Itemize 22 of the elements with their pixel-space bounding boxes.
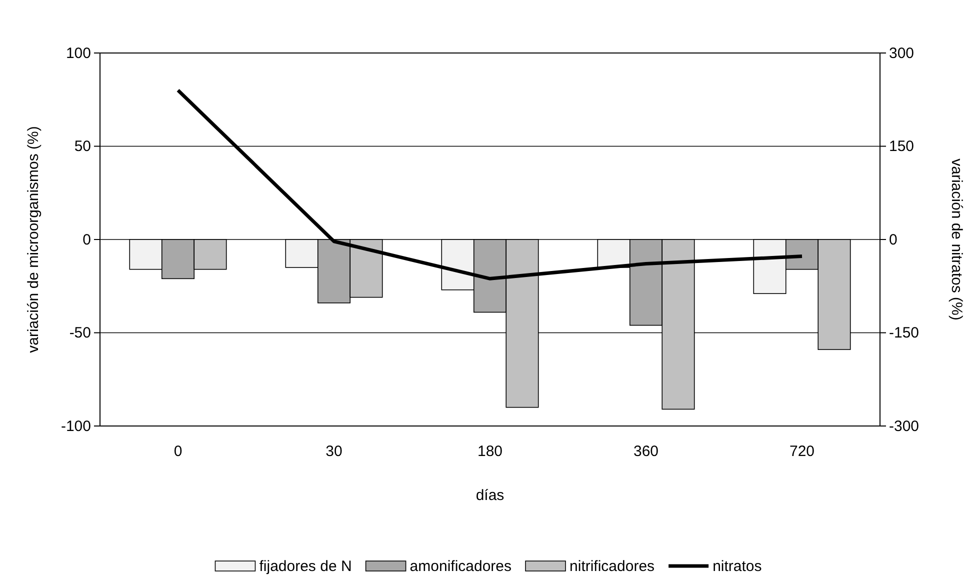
x-tick-label: 360: [633, 443, 659, 460]
y-tick-label: -100: [60, 418, 91, 435]
x-axis-title: días: [476, 487, 504, 504]
x-tick-label: 180: [477, 443, 503, 460]
y2-axis-title: variación de nitratos (%): [948, 158, 965, 320]
x-tick-label: 0: [174, 443, 182, 460]
y-tick-label: 100: [66, 44, 91, 62]
y2-tick-label: 300: [889, 44, 914, 62]
y2-tick-label: 150: [889, 138, 914, 156]
y2-tick-label: -300: [889, 418, 920, 435]
y-axis-title: variación de microorganismos (%): [25, 126, 42, 353]
legend-label: nitratos: [712, 558, 762, 575]
legend-label: amonificadores: [410, 558, 512, 575]
legend-label: nitrificadores: [570, 558, 655, 575]
x-tick-label: 30: [326, 443, 342, 460]
y2-tick-label: 0: [889, 231, 898, 248]
y-tick-label: -50: [69, 324, 91, 342]
y-tick-label: 50: [74, 138, 91, 156]
legend-label: fijadores de N: [259, 558, 352, 575]
y2-tick-label: -150: [889, 324, 920, 342]
y-tick-label: 0: [82, 231, 91, 248]
x-tick-label: 720: [789, 443, 815, 460]
